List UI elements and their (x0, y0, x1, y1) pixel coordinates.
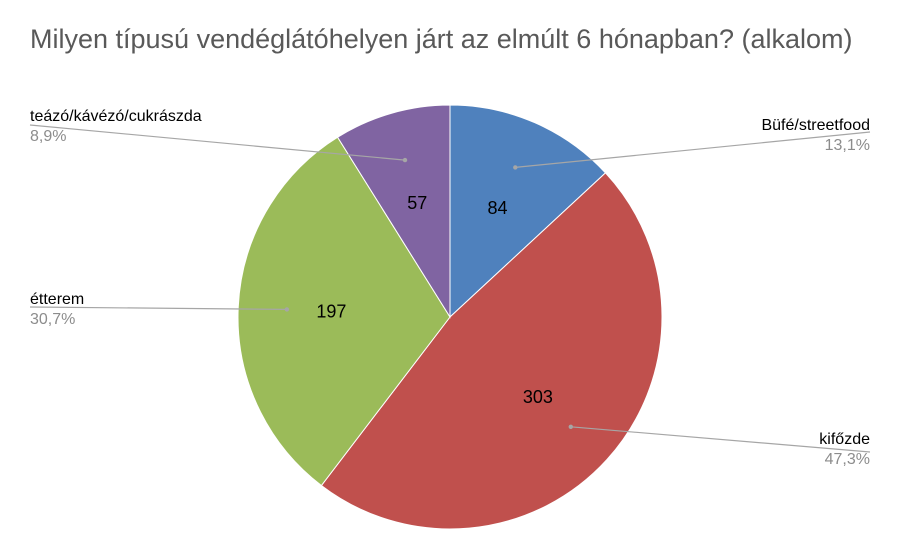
slice-1 (320, 172, 663, 530)
slice-2-category-label: étterem (30, 291, 84, 308)
slice-0-callout-line (515, 131, 871, 168)
slice-3-percent-label: 8,9% (30, 128, 66, 145)
slice-3-callout-line (29, 124, 406, 161)
slice-0-value-label: 84 (487, 198, 507, 218)
slice-1-percent-label: 47,3% (825, 451, 870, 468)
slice-0-percent-label: 13,1% (825, 137, 870, 154)
slice-1-value-label: 303 (523, 387, 553, 407)
slice-3-value-label: 57 (407, 193, 427, 213)
pie-slices (237, 104, 663, 530)
slice-2-percent-label: 30,7% (30, 311, 75, 328)
slice-value-labels: 84 Büfé/streetfood 13,1% 303 kifőzde 47,3% 197… (30, 108, 870, 468)
slice-3-category-label: teázó/kávézó/cukrászda (30, 108, 202, 125)
slice-2-value-label: 197 (316, 302, 346, 322)
chart-title: Milyen típusú vendéglátóhelyen járt az e… (30, 24, 853, 54)
slice-2 (237, 136, 451, 487)
slice-1-category-label: kifőzde (819, 431, 870, 448)
callout-lines (29, 124, 871, 453)
slice-0-category-label: Büfé/streetfood (761, 117, 870, 134)
slice-0 (449, 104, 607, 319)
slice-2-callout-line (29, 306, 287, 310)
slice-1-callout-line (570, 426, 871, 453)
slice-3 (336, 104, 451, 319)
